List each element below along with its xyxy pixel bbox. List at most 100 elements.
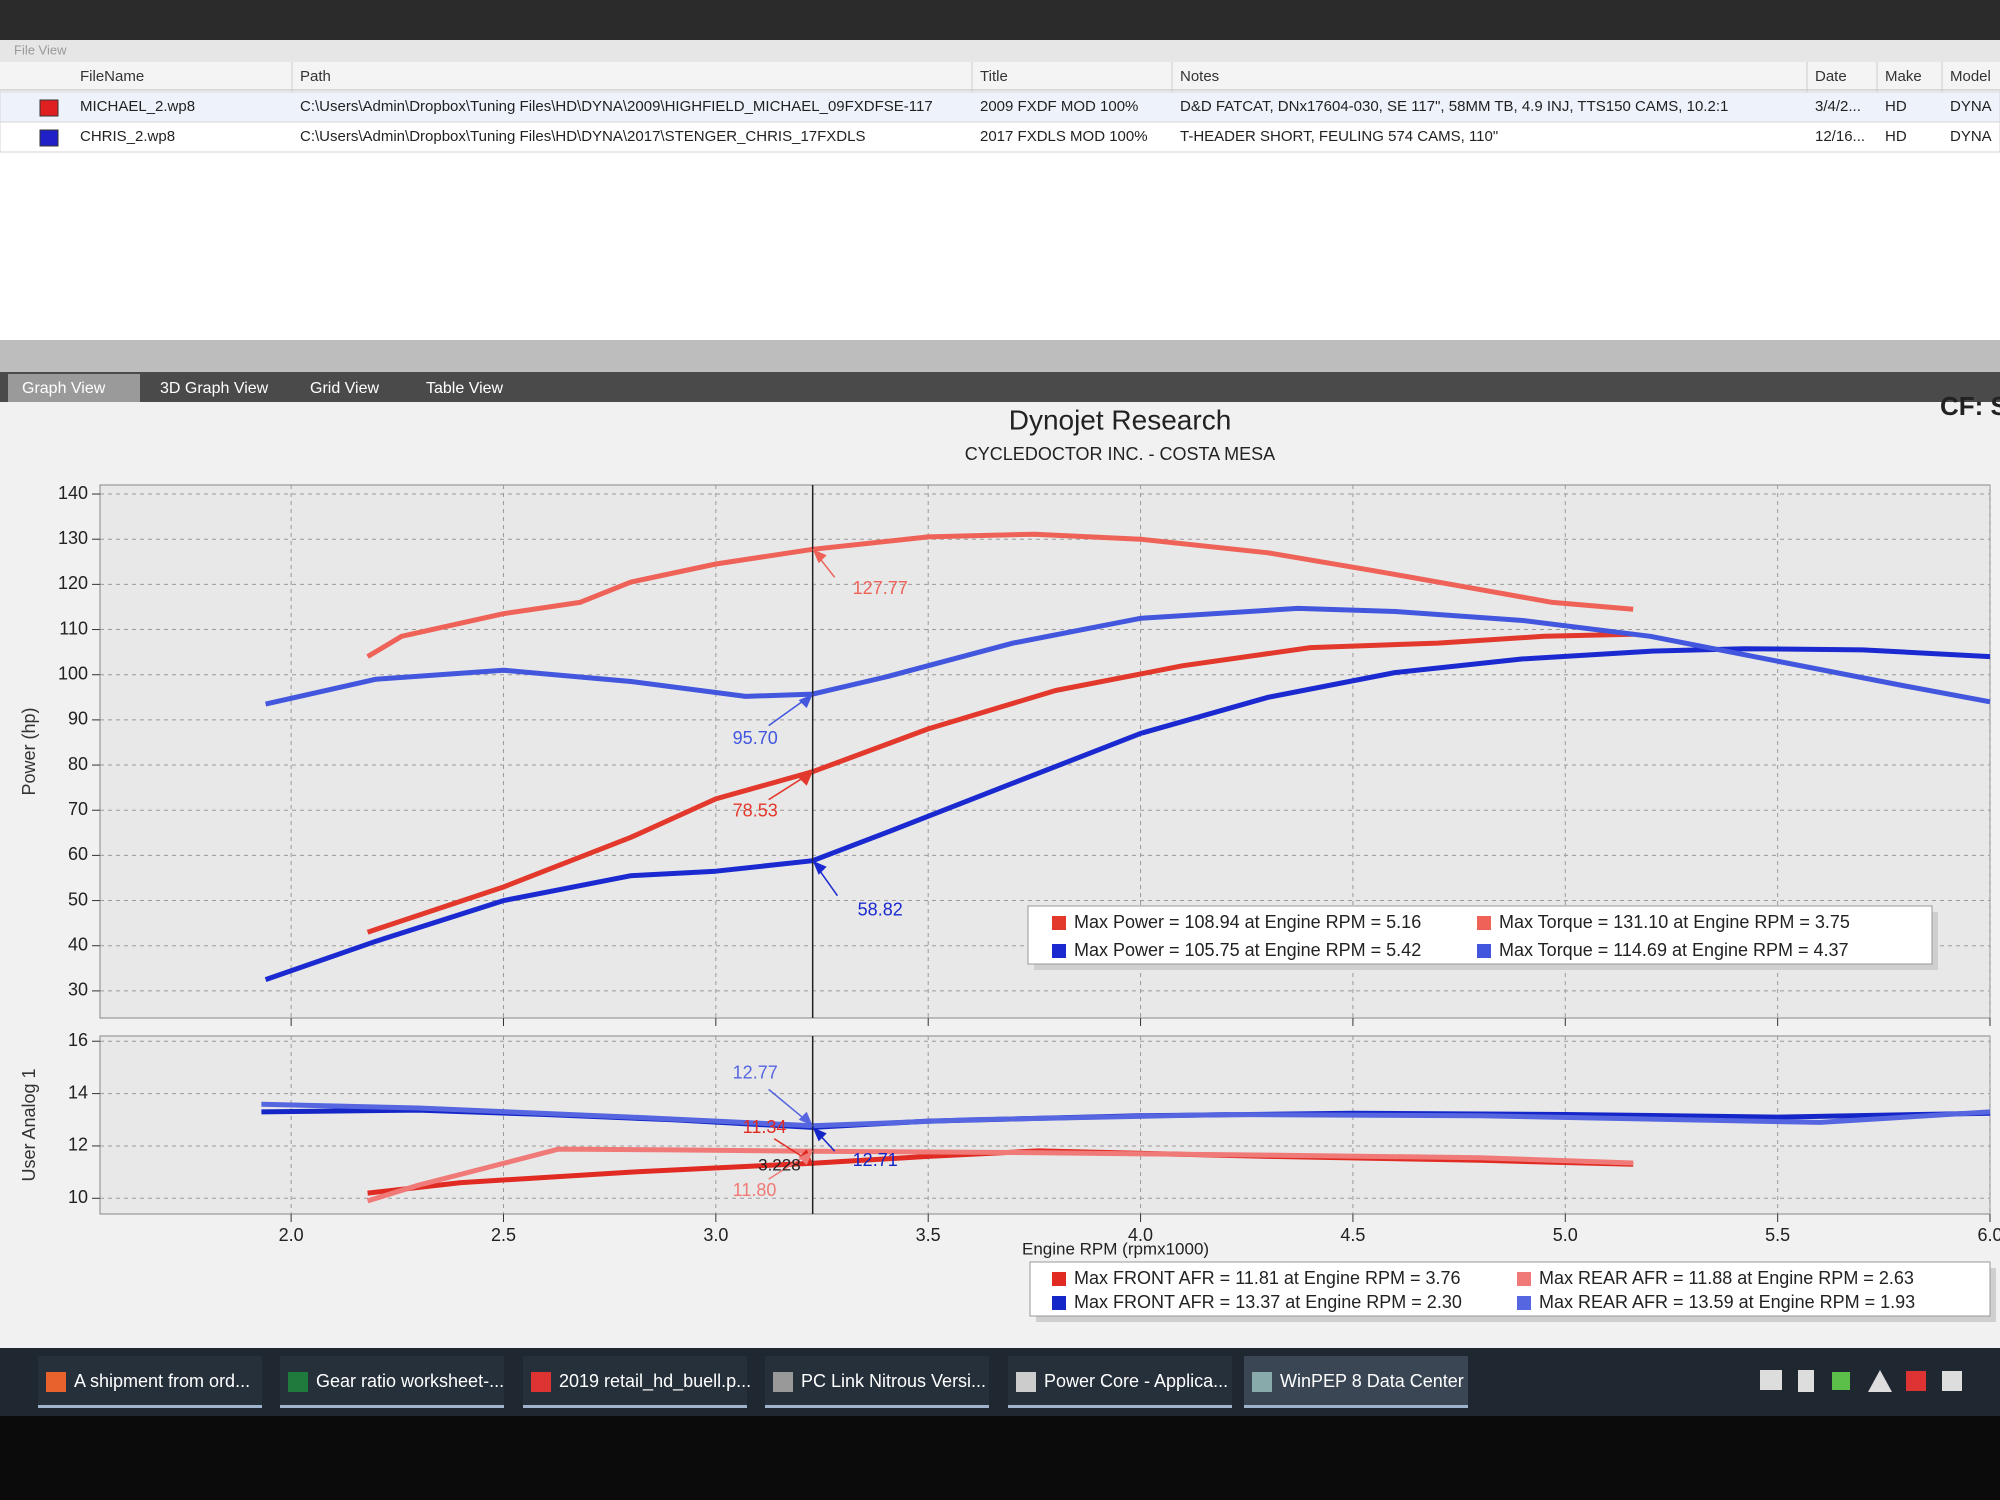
row-color-swatch [39,99,59,117]
taskbar-button[interactable] [765,1356,989,1408]
chart-subtitle: CYCLEDOCTOR INC. - COSTA MESA [965,444,1275,464]
taskbar-icon [531,1372,551,1392]
correction-factor: CF: S [1940,391,2000,421]
table-cell: HD [1885,98,1907,115]
legend-entry: Max FRONT AFR = 13.37 at Engine RPM = 2.… [1074,1292,1462,1312]
y-tick-label: 140 [58,483,88,503]
column-header: Date [1815,68,1847,85]
x-tick-label: 4.5 [1340,1225,1365,1245]
taskbar-label: 2019 retail_hd_buell.p... [559,1371,751,1392]
legend-entry: Max FRONT AFR = 11.81 at Engine RPM = 3.… [1074,1268,1461,1288]
legend-entry: Max REAR AFR = 11.88 at Engine RPM = 2.6… [1539,1268,1914,1288]
series-line [265,605,1991,707]
y-tick-label: 70 [68,799,88,819]
taskbar-button[interactable] [38,1356,262,1408]
taskbar-button[interactable] [523,1356,747,1408]
table-cell: MICHAEL_2.wp8 [80,98,195,115]
table-header [0,62,2000,90]
cursor-marker [812,549,827,564]
column-header: Notes [1180,68,1219,85]
legend-entry: Max Power = 108.94 at Engine RPM = 5.16 [1074,912,1421,932]
cursor-marker [812,860,827,875]
taskbar-underline [280,1405,504,1408]
row-color-swatch [39,129,59,147]
table-cell: 2009 FXDF MOD 100% [980,98,1138,115]
tray-icon [1798,1370,1814,1392]
x-tick-label: 3.0 [703,1225,728,1245]
taskbar-icon [1016,1372,1036,1392]
column-header: Title [980,68,1008,85]
taskbar-button[interactable] [1244,1356,1468,1408]
tab-label: 3D Graph View [160,380,269,397]
cursor-marker [798,1151,813,1166]
tab[interactable] [146,374,290,402]
legend-entry: Max Torque = 131.10 at Engine RPM = 3.75 [1499,912,1850,932]
y-tick-label: 10 [68,1187,88,1207]
plot-area [99,1035,1991,1215]
table-cell: 3/4/2... [1815,98,1861,115]
tab[interactable] [296,374,406,402]
legend-swatch [1052,916,1066,930]
column-header: Model [1950,68,1991,85]
y-tick-label: 14 [68,1082,88,1102]
legend-swatch [1477,916,1491,930]
series-line [366,631,1634,935]
tab[interactable] [8,374,140,402]
table-row [0,121,2000,153]
y-axis-label: Power (hp) [19,707,39,795]
cursor-value-label: 11.80 [733,1180,777,1200]
table-cell: DYNA [1950,128,1992,145]
taskbar-underline [1244,1405,1468,1408]
column-header: Path [300,68,331,85]
tab-label: Graph View [22,380,106,397]
cursor-marker [798,694,813,709]
cursor-marker [798,1111,813,1126]
cursor-value-label: 78.53 [733,800,778,820]
y-tick-label: 12 [68,1135,88,1155]
taskbar-underline [38,1405,262,1408]
tab[interactable] [412,374,538,402]
legend-entry: Max Power = 105.75 at Engine RPM = 5.42 [1074,940,1421,960]
cursor-value-label: 127.77 [853,578,908,598]
column-header: FileName [80,68,144,85]
taskbar-label: A shipment from ord... [74,1371,250,1391]
x-tick-label: 2.0 [279,1225,304,1245]
file-view-titlebar [0,40,2000,62]
table-cell: D&D FATCAT, DNx17604-030, SE 117", 58MM … [1180,98,1728,115]
chart-title: Dynojet Research [1009,404,1232,435]
y-tick-label: 90 [68,709,88,729]
screen-bezel [0,1416,2000,1500]
taskbar-button[interactable] [280,1356,504,1408]
table-cell: CHRIS_2.wp8 [80,128,175,145]
x-axis-label: Engine RPM (rpmx1000) [1022,1239,1209,1258]
cursor-value-label: 12.71 [853,1150,898,1170]
legend-box [1029,1261,1991,1317]
taskbar-label: PC Link Nitrous Versi... [801,1371,986,1391]
y-tick-label: 130 [58,528,88,548]
tray-icon [1942,1371,1962,1391]
x-tick-label: 4.0 [1128,1225,1153,1245]
taskbar-underline [765,1405,989,1408]
x-tick-label: 5.5 [1765,1225,1790,1245]
legend-swatch [1517,1272,1531,1286]
taskbar-underline [523,1405,747,1408]
taskbar-label: Gear ratio worksheet-... [316,1371,504,1391]
taskbar-button[interactable] [1008,1356,1232,1408]
legend-entry: Max Torque = 114.69 at Engine RPM = 4.37 [1499,940,1849,960]
tray-icon [1906,1371,1926,1391]
cursor-marker [812,1127,827,1142]
top-bar [0,0,2000,40]
legend-swatch [1517,1296,1531,1310]
legend-swatch [1052,1296,1066,1310]
table-cell: T-HEADER SHORT, FEULING 574 CAMS, 110" [1180,128,1498,145]
legend-entry: Max REAR AFR = 13.59 at Engine RPM = 1.9… [1539,1292,1915,1312]
y-tick-label: 110 [59,618,88,638]
y-tick-label: 30 [68,980,88,1000]
table-cell: 2017 FXDLS MOD 100% [980,128,1148,145]
y-tick-label: 80 [68,754,88,774]
x-tick-label: 2.5 [491,1225,516,1245]
taskbar-icon [288,1372,308,1392]
taskbar-icon [773,1372,793,1392]
